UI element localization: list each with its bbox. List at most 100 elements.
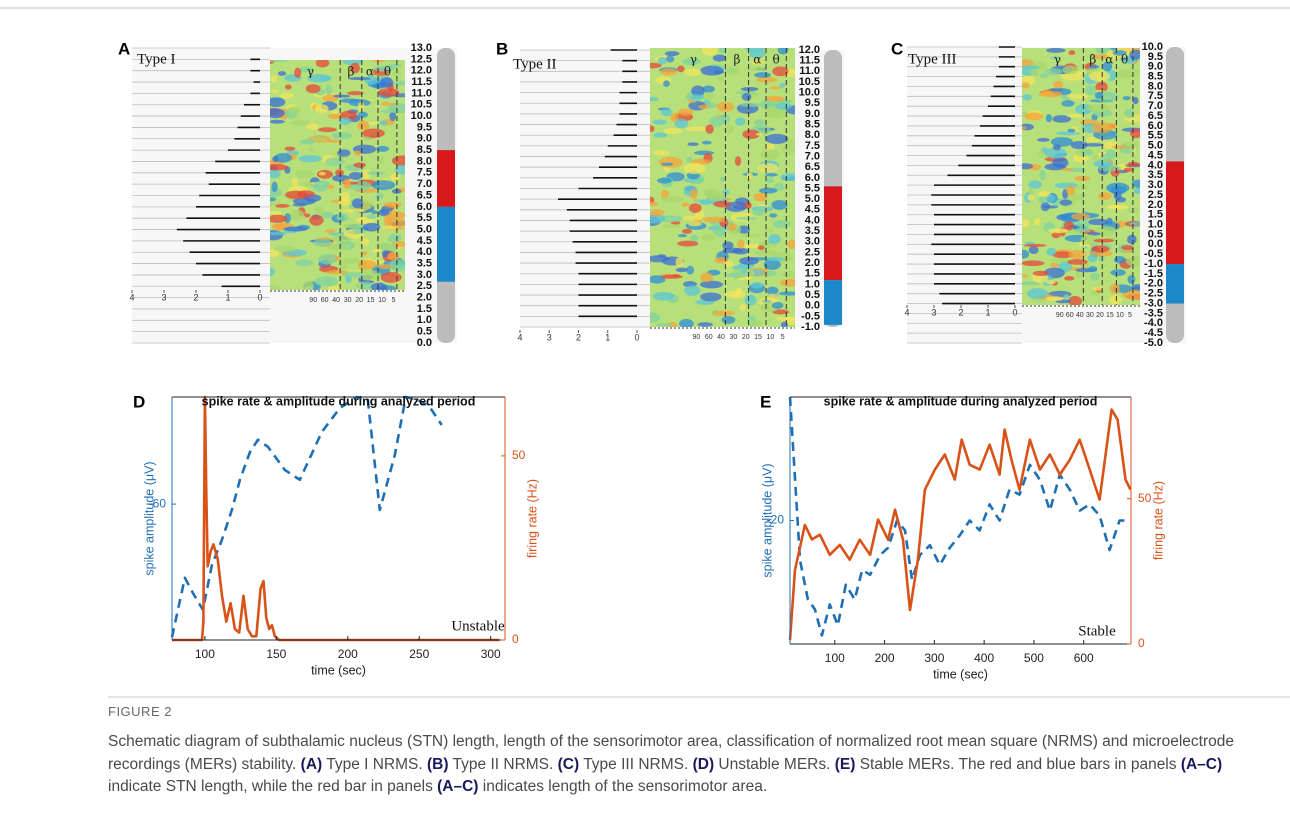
- spectrogram-blob: [366, 171, 386, 176]
- spectrogram-blob: [652, 291, 675, 301]
- spectrogram-blob: [1056, 131, 1080, 136]
- spectrogram: [650, 48, 795, 327]
- spectrogram-blob: [750, 282, 764, 289]
- x-tick-label: 2: [958, 307, 963, 317]
- spectrogram-blob: [1088, 64, 1100, 69]
- series-line: [172, 395, 500, 642]
- depth-tick-label: 2.0: [417, 292, 432, 304]
- spectrogram-blob: [1127, 275, 1136, 284]
- caption-ref: (C): [557, 755, 580, 773]
- band-label: γ: [1054, 53, 1061, 67]
- depth-tick-label: 9.5: [417, 121, 432, 133]
- spectrogram-blob: [681, 202, 690, 207]
- spectrogram-blob: [336, 213, 349, 222]
- depth-tick-label: 0.5: [417, 326, 432, 338]
- spectrogram-blob: [350, 62, 360, 74]
- spectrogram-blob: [387, 63, 403, 68]
- spectrogram-blob: [273, 245, 296, 252]
- spectrogram-blob: [1102, 61, 1113, 72]
- spectrogram-blob: [1109, 185, 1127, 195]
- spectrogram-blob: [737, 239, 745, 249]
- spectrogram-blob: [773, 183, 785, 192]
- spectrogram-blob: [270, 231, 287, 236]
- spectrogram-blob: [740, 87, 759, 92]
- spectrogram-blob: [270, 163, 289, 171]
- freq-tick-label: 60: [321, 297, 329, 304]
- x-tick-label: 500: [1024, 651, 1044, 665]
- spectrogram-blob: [735, 117, 746, 126]
- spectrogram-blob: [1090, 272, 1100, 281]
- panel-letter: E: [760, 392, 771, 411]
- x-tick-label: 200: [875, 651, 895, 665]
- spectrogram-blob: [1109, 295, 1123, 305]
- spectrogram-blob: [1044, 68, 1063, 76]
- spectrogram-blob: [658, 215, 683, 223]
- spectrogram-blob: [657, 56, 667, 65]
- spectrogram-blob: [1047, 228, 1069, 234]
- spectrogram-blob: [751, 60, 764, 65]
- spectrogram-blob: [1117, 68, 1140, 78]
- spectrogram-blob: [765, 133, 789, 144]
- spectrogram-blob: [1127, 234, 1137, 245]
- x-tick-label: 100: [195, 647, 215, 661]
- band-label: θ: [773, 53, 780, 67]
- band-label: γ: [307, 65, 314, 79]
- spectrogram-blob: [764, 113, 786, 119]
- spectrogram-blob: [650, 213, 666, 224]
- spectrogram-blob: [1091, 245, 1110, 253]
- spectrogram-blob: [686, 265, 695, 275]
- depth-tick-label: 12.0: [411, 65, 432, 77]
- depth-tick-label: 8.0: [805, 129, 820, 141]
- freq-tick-label: 15: [1106, 312, 1114, 319]
- spectrogram-blob: [1070, 140, 1088, 150]
- depth-tick-label: 1.0: [805, 278, 820, 290]
- depth-tick-label: -1.0: [801, 321, 820, 333]
- spectrogram-blob: [679, 318, 694, 327]
- x-axis-label: time (sec): [311, 663, 366, 677]
- series-line: [788, 408, 1132, 640]
- annotation: Stable: [1078, 623, 1116, 639]
- spectrogram-blob: [271, 181, 278, 193]
- depth-tick-label: 9.0: [1148, 61, 1163, 73]
- spectrogram-blob: [769, 86, 782, 90]
- spectrogram-blob: [661, 274, 683, 279]
- spectrogram-blob: [713, 226, 726, 237]
- red-range: [824, 186, 842, 281]
- spectrogram-blob: [1122, 96, 1131, 101]
- spectrogram-blob: [712, 310, 735, 316]
- spectrogram-blob: [755, 76, 778, 83]
- spectrogram-blob: [1067, 128, 1076, 133]
- depth-tick-label: 1.0: [1148, 219, 1163, 231]
- freq-tick-label: 60: [705, 334, 713, 341]
- spectrogram-blob: [686, 126, 707, 132]
- spectrogram-blob: [358, 270, 382, 281]
- band-label: θ: [1121, 53, 1128, 67]
- type-label: Type I: [137, 51, 176, 67]
- spectrogram-blob: [332, 94, 351, 98]
- spectrogram-blob: [664, 51, 680, 57]
- spectrogram-blob: [765, 172, 778, 177]
- spectrogram-blob: [650, 125, 655, 133]
- spectrogram-blob: [347, 91, 364, 96]
- spectrogram-blob: [682, 58, 701, 66]
- spectrogram-blob: [746, 172, 754, 179]
- spectrogram-blob: [1049, 263, 1059, 268]
- spectrogram-blob: [772, 66, 789, 77]
- freq-tick-label: 30: [344, 297, 352, 304]
- spectrogram-blob: [698, 104, 710, 110]
- spectrogram-blob: [392, 70, 402, 77]
- spectrogram-blob: [337, 149, 351, 157]
- y2-tick-label: 0: [1138, 636, 1145, 650]
- spectrogram-blob: [781, 144, 795, 155]
- spectrogram-blob: [774, 102, 793, 110]
- spectrogram-blob: [1133, 187, 1140, 194]
- spectrogram-blob: [763, 259, 781, 270]
- spectrogram-blob: [1022, 281, 1041, 286]
- spectrogram-blob: [391, 155, 405, 167]
- spectrogram-blob: [1054, 182, 1079, 189]
- x-tick-label: 300: [924, 651, 944, 665]
- depth-tick-label: 0.0: [805, 300, 820, 312]
- spectrogram-blob: [1039, 73, 1049, 78]
- caption-run: Unstable MERs.: [714, 755, 835, 773]
- freq-tick-label: 40: [1076, 312, 1084, 319]
